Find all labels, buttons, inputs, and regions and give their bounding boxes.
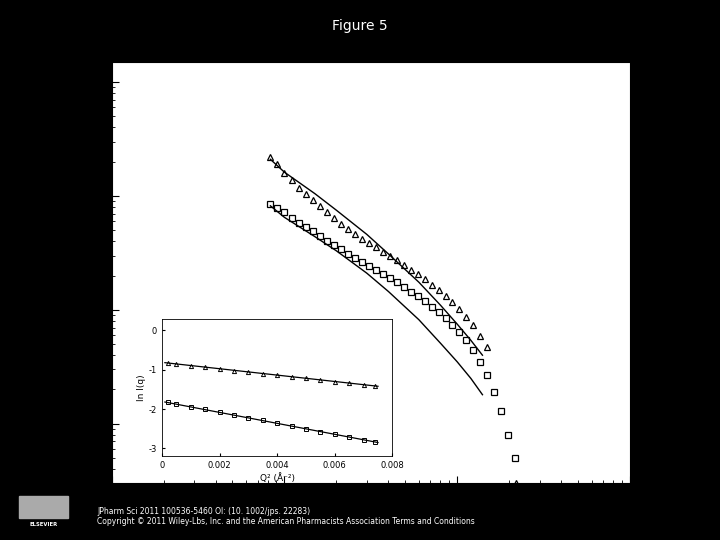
X-axis label: Q² (Å⁻²): Q² (Å⁻²) (260, 473, 294, 483)
Text: JPharm Sci 2011 100536-5460 OI: (10. 1002/jps. 22283): JPharm Sci 2011 100536-5460 OI: (10. 100… (97, 507, 310, 516)
Text: ELSEVIER: ELSEVIER (30, 522, 58, 527)
Bar (19, 496, 68, 518)
Text: Figure 5: Figure 5 (332, 19, 388, 33)
Text: Copyright © 2011 Wiley-Lbs, Inc. and the American Pharmacists Association Terms : Copyright © 2011 Wiley-Lbs, Inc. and the… (97, 517, 475, 526)
X-axis label: q  (Å⁻¹): q (Å⁻¹) (348, 504, 394, 519)
Y-axis label: ln I(q): ln I(q) (137, 374, 146, 401)
Y-axis label: I (q)  (cm⁻¹): I (q) (cm⁻¹) (57, 236, 70, 309)
